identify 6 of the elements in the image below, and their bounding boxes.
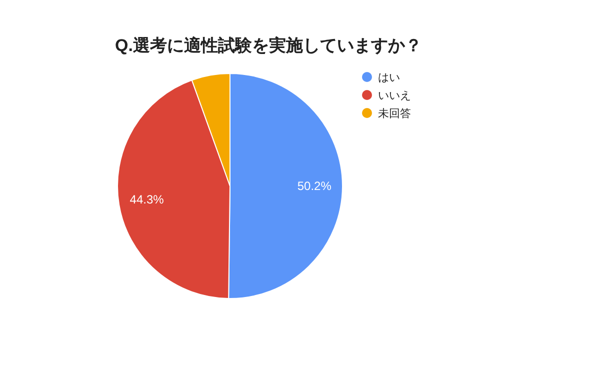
data-label: 50.2% — [297, 178, 332, 193]
data-label: 44.3% — [130, 192, 164, 206]
legend-label: 未回答 — [378, 106, 411, 120]
chart-title: Q.選考に適性試験を実施していますか？ — [115, 35, 422, 57]
legend-label: いいえ — [378, 88, 411, 102]
legend-label: はい — [378, 70, 400, 84]
